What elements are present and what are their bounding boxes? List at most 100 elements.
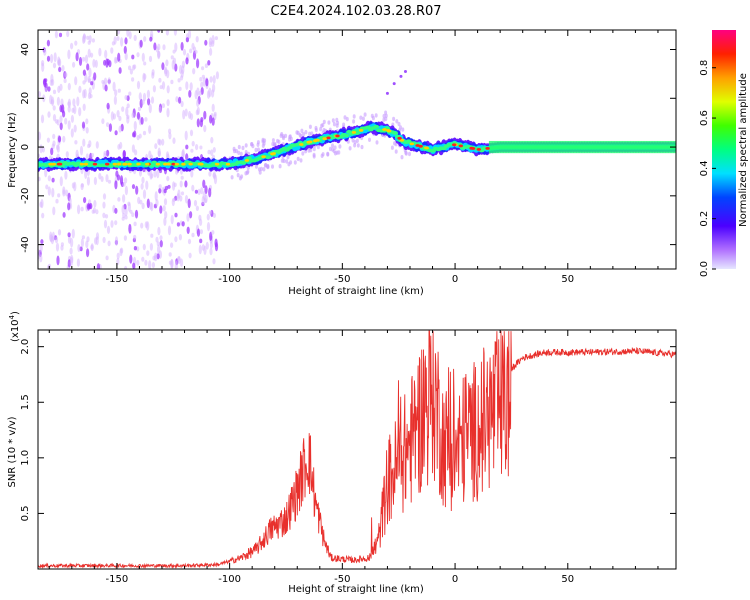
noise-point (107, 77, 111, 85)
noise-point (157, 244, 161, 254)
halo-point (397, 121, 401, 127)
hot-spot (326, 136, 331, 140)
noise-point (87, 78, 92, 83)
halo-point (392, 116, 396, 122)
noise-point (161, 62, 165, 71)
noise-point (134, 209, 139, 219)
noise-point (199, 229, 203, 235)
noise-point (166, 85, 170, 94)
hot-spot (458, 144, 463, 148)
noise-point (73, 181, 77, 192)
noise-point (83, 197, 87, 204)
noise-point (136, 111, 140, 120)
noise-point (57, 193, 61, 198)
noise-point (185, 37, 189, 43)
noise-point (44, 167, 48, 178)
noise-point (58, 32, 63, 38)
halo-point (356, 143, 360, 148)
hot-spot (188, 162, 193, 166)
noise-point (170, 79, 174, 85)
noise-point (194, 90, 198, 100)
noise-point (38, 131, 42, 141)
noise-point (49, 234, 53, 243)
noise-point (167, 184, 171, 189)
noise-point (154, 143, 158, 150)
hot-spot (136, 162, 141, 166)
noise-point (87, 202, 91, 211)
noise-point (179, 258, 184, 268)
noise-point (63, 78, 67, 84)
noise-point (93, 72, 97, 81)
noise-point (199, 77, 203, 82)
noise-point (184, 108, 188, 117)
noise-point (91, 38, 95, 43)
hot-spot (335, 134, 340, 138)
noise-point (149, 243, 153, 251)
noise-point (161, 103, 165, 108)
noise-point (209, 241, 213, 249)
noise-point (136, 259, 140, 266)
noise-point (102, 212, 106, 219)
noise-point (141, 52, 145, 63)
halo-point (363, 112, 367, 117)
noise-point (107, 179, 112, 184)
halo-point (352, 119, 356, 124)
y-tick-label: -40 (20, 236, 31, 252)
noise-point (158, 106, 162, 114)
noise-point (214, 238, 218, 248)
ridge-segment (265, 155, 271, 159)
halo-point (256, 140, 260, 145)
noise-point (112, 81, 116, 92)
noise-point (201, 66, 205, 71)
halo-point (375, 140, 379, 145)
noise-point (156, 241, 160, 247)
noise-point (215, 71, 219, 80)
halo-point (353, 140, 357, 145)
noise-point (196, 118, 200, 128)
hot-spot (270, 152, 275, 156)
halo-point (395, 119, 399, 124)
halo-point (382, 113, 386, 119)
hot-spot (470, 147, 476, 150)
noise-point (157, 226, 161, 236)
noise-point (212, 83, 216, 93)
noise-point (144, 117, 148, 122)
noise-point (128, 223, 132, 234)
noise-point (116, 110, 120, 118)
noise-point (155, 236, 159, 243)
x-tick-label: -50 (334, 274, 350, 285)
halo-point (259, 166, 263, 172)
noise-point (177, 256, 181, 262)
noise-point (196, 106, 200, 115)
noise-point (74, 140, 78, 145)
noise-point (87, 92, 92, 100)
noise-point (156, 169, 160, 179)
noise-point (168, 260, 172, 265)
noise-point (200, 187, 204, 195)
noise-point (186, 226, 190, 234)
halo-point (338, 144, 342, 149)
halo-point (361, 116, 365, 121)
noise-point (178, 96, 182, 104)
noise-point (104, 49, 108, 59)
noise-point (126, 103, 130, 109)
noise-point (149, 36, 153, 42)
noise-point (131, 54, 135, 60)
noise-point (40, 114, 45, 124)
halo-point (299, 158, 303, 163)
noise-point (146, 221, 150, 231)
noise-point (76, 258, 80, 267)
noise-point (82, 69, 86, 76)
snr-xlabel: Height of straight line (km) (288, 584, 424, 595)
noise-point (52, 114, 57, 122)
noise-point (180, 175, 184, 180)
noise-point (195, 144, 199, 151)
noise-point (67, 82, 71, 91)
noise-point (150, 233, 154, 238)
noise-point (51, 96, 55, 107)
noise-point (57, 135, 62, 143)
noise-point (166, 99, 170, 107)
noise-point (210, 149, 214, 156)
noise-point (62, 212, 66, 218)
halo-point (301, 151, 305, 156)
